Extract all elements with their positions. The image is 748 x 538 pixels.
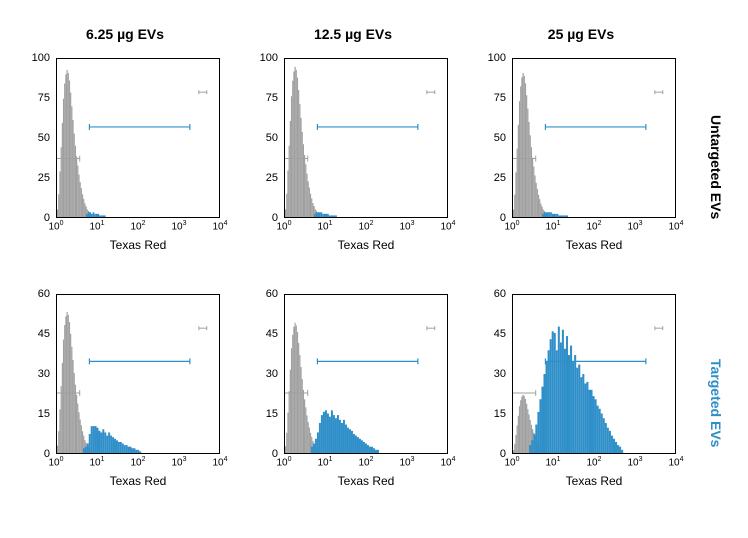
x-tick-label: 103: [627, 220, 642, 232]
x-tick-label: 104: [440, 220, 455, 232]
x-tick-label: 102: [586, 220, 601, 232]
x-tick-label: 100: [48, 456, 63, 468]
x-tick-label: 101: [89, 220, 104, 232]
y-tick-label: 75: [38, 92, 50, 104]
x-axis-ticks: 100101102103104: [512, 220, 676, 236]
column-header: 6.25 µg EVs: [20, 26, 230, 46]
y-axis-ticks: 0255075100: [248, 58, 282, 218]
x-tick-label: 100: [504, 456, 519, 468]
y-axis-ticks: 015304560: [248, 294, 282, 454]
plot-frame: [512, 58, 676, 218]
x-axis-ticks: 100101102103104: [284, 456, 448, 472]
x-tick-label: 103: [627, 456, 642, 468]
y-tick-label: 50: [494, 132, 506, 144]
row-label: Untargeted EVs: [704, 115, 724, 219]
x-tick-label: 104: [668, 220, 683, 232]
x-tick-label: 103: [171, 456, 186, 468]
x-tick-label: 100: [276, 456, 291, 468]
y-tick-label: 45: [266, 328, 278, 340]
x-tick-label: 100: [504, 220, 519, 232]
x-tick-label: 104: [212, 220, 227, 232]
y-tick-label: 15: [494, 408, 506, 420]
histogram-panel: 015304560100101102103104Texas Red: [248, 288, 458, 518]
histogram-svg: [513, 59, 675, 217]
y-tick-label: 50: [38, 132, 50, 144]
x-tick-label: 104: [668, 456, 683, 468]
x-tick-label: 103: [399, 456, 414, 468]
y-tick-label: 15: [38, 408, 50, 420]
x-tick-label: 103: [399, 220, 414, 232]
x-tick-label: 100: [276, 220, 291, 232]
y-tick-label: 30: [266, 368, 278, 380]
y-axis-ticks: 0255075100: [20, 58, 54, 218]
x-axis-label: Texas Red: [56, 474, 220, 488]
y-axis-ticks: 0255075100: [476, 58, 510, 218]
y-tick-label: 60: [266, 288, 278, 300]
x-axis-label: Texas Red: [284, 474, 448, 488]
x-tick-label: 102: [358, 456, 373, 468]
y-tick-label: 45: [494, 328, 506, 340]
histogram-svg: [513, 295, 675, 453]
x-tick-label: 101: [89, 456, 104, 468]
y-tick-label: 75: [494, 92, 506, 104]
y-tick-label: 25: [494, 172, 506, 184]
y-tick-label: 60: [38, 288, 50, 300]
x-axis-label: Texas Red: [56, 238, 220, 252]
plot-frame: [56, 58, 220, 218]
x-axis-label: Texas Red: [284, 238, 448, 252]
x-axis-ticks: 100101102103104: [56, 220, 220, 236]
plot-frame: [284, 294, 448, 454]
y-tick-label: 15: [266, 408, 278, 420]
x-axis-ticks: 100101102103104: [512, 456, 676, 472]
plot-frame: [56, 294, 220, 454]
histogram-panel: 0255075100100101102103104Texas Red: [20, 52, 230, 282]
x-axis-ticks: 100101102103104: [284, 220, 448, 236]
histogram-svg: [285, 59, 447, 217]
histogram-svg: [57, 295, 219, 453]
y-tick-label: 45: [38, 328, 50, 340]
y-tick-label: 30: [38, 368, 50, 380]
x-tick-label: 103: [171, 220, 186, 232]
plot-frame: [284, 58, 448, 218]
x-tick-label: 104: [440, 456, 455, 468]
x-axis-label: Texas Red: [512, 474, 676, 488]
x-tick-label: 104: [212, 456, 227, 468]
y-axis-ticks: 015304560: [20, 294, 54, 454]
x-tick-label: 101: [545, 456, 560, 468]
column-header: 12.5 µg EVs: [248, 26, 458, 46]
plot-frame: [512, 294, 676, 454]
y-tick-label: 30: [494, 368, 506, 380]
y-tick-label: 100: [488, 52, 506, 64]
histogram-svg: [57, 59, 219, 217]
row-label: Targeted EVs: [704, 359, 724, 447]
x-tick-label: 102: [586, 456, 601, 468]
y-axis-ticks: 015304560: [476, 294, 510, 454]
y-tick-label: 100: [260, 52, 278, 64]
y-tick-label: 50: [266, 132, 278, 144]
x-tick-label: 102: [130, 220, 145, 232]
histogram-panel: 0255075100100101102103104Texas Red: [248, 52, 458, 282]
y-tick-label: 60: [494, 288, 506, 300]
histogram-panel: 015304560100101102103104Texas Red: [20, 288, 230, 518]
x-axis-ticks: 100101102103104: [56, 456, 220, 472]
x-tick-label: 101: [545, 220, 560, 232]
x-tick-label: 102: [130, 456, 145, 468]
x-tick-label: 100: [48, 220, 63, 232]
histogram-panel: 0255075100100101102103104Texas Red: [476, 52, 686, 282]
histogram-panel: 015304560100101102103104Texas Red: [476, 288, 686, 518]
x-tick-label: 102: [358, 220, 373, 232]
x-tick-label: 101: [317, 220, 332, 232]
histogram-svg: [285, 295, 447, 453]
y-tick-label: 100: [32, 52, 50, 64]
x-tick-label: 101: [317, 456, 332, 468]
y-tick-label: 75: [266, 92, 278, 104]
y-tick-label: 25: [38, 172, 50, 184]
y-tick-label: 25: [266, 172, 278, 184]
column-header: 25 µg EVs: [476, 26, 686, 46]
x-axis-label: Texas Red: [512, 238, 676, 252]
